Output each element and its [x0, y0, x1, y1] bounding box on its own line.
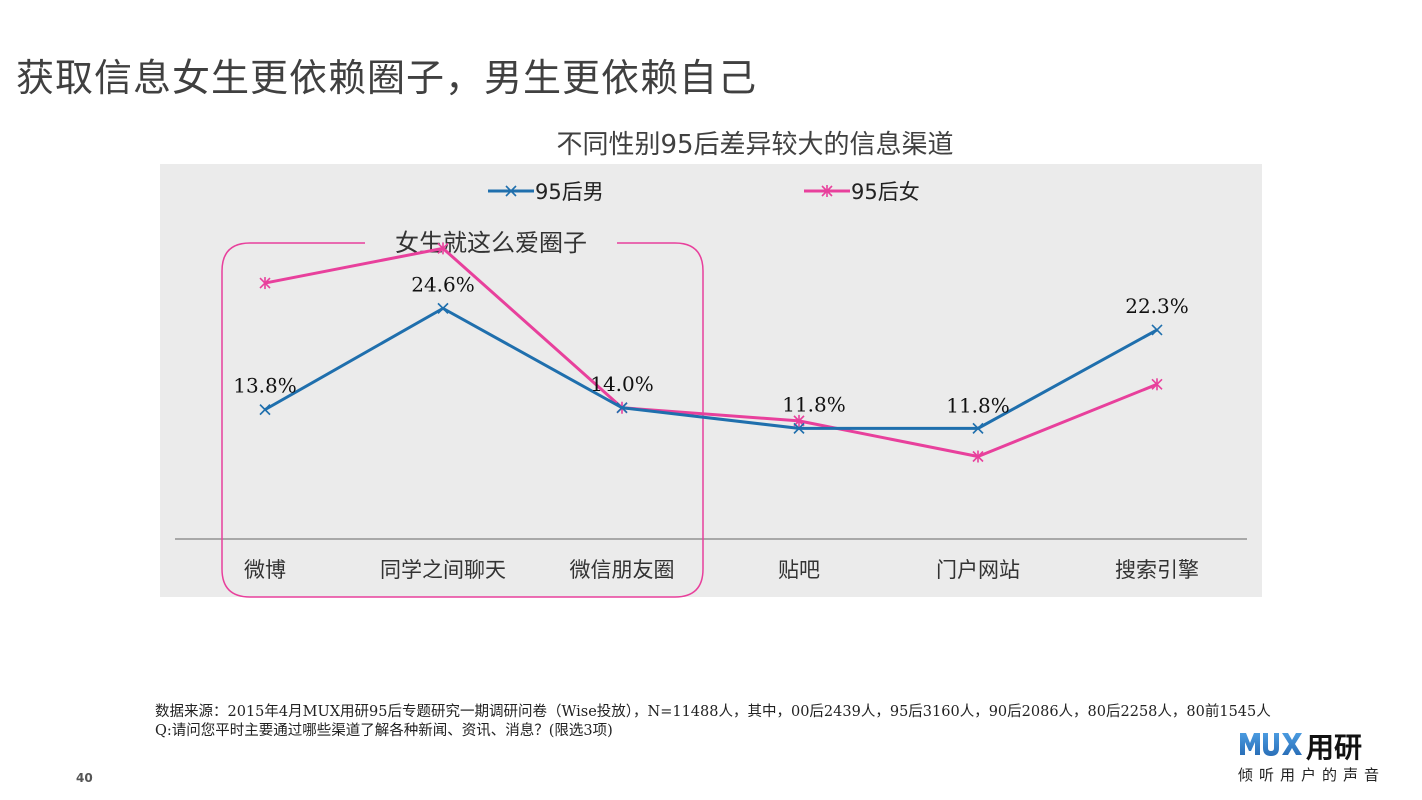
x-tick-label: 搜索引擎 — [1115, 558, 1199, 582]
data-label: 24.6% — [411, 272, 475, 296]
source-line-2: Q:请问您平时主要通过哪些渠道了解各种新闻、资讯、消息？(限选3项) — [155, 723, 613, 739]
data-point-marker — [793, 422, 805, 434]
data-source-note: 数据来源：2015年4月MUX用研95后专题研究一期调研问卷（Wise投放），N… — [155, 703, 1271, 741]
mux-logo-icon — [1240, 733, 1302, 756]
data-labels: 13.8% 24.6% 14.0% 11.8% 11.8% 22.3% — [233, 272, 1189, 417]
x-tick-label: 贴吧 — [778, 558, 820, 582]
data-point-marker — [616, 402, 628, 414]
data-label: 11.8% — [946, 393, 1010, 417]
source-line-1: 数据来源：2015年4月MUX用研95后专题研究一期调研问卷（Wise投放），N… — [155, 704, 1271, 720]
legend-item: 95后女 — [804, 180, 920, 204]
x-tick-label: 门户网站 — [936, 558, 1020, 582]
logo: 用研 倾听用户的声音 — [1236, 726, 1396, 786]
data-point-marker — [259, 404, 271, 416]
data-point-marker — [972, 422, 984, 434]
legend-item: 95后男 — [488, 180, 604, 204]
data-point-marker — [1151, 324, 1163, 336]
series-line-male — [264, 306, 1158, 430]
data-point-marker — [1151, 378, 1163, 391]
legend: 95后男 95后女 — [488, 180, 920, 204]
logo-name: 用研 — [1306, 731, 1363, 764]
data-point-marker — [259, 277, 271, 290]
category-labels: 微博 同学之间聊天 微信朋友圈 贴吧 门户网站 搜索引擎 — [244, 558, 1199, 582]
x-tick-label: 同学之间聊天 — [380, 558, 506, 582]
data-point-marker — [437, 302, 449, 314]
page-title: 获取信息女生更依赖圈子，男生更依赖自己 — [16, 56, 758, 101]
chart-title: 不同性别95后差异较大的信息渠道 — [556, 130, 954, 160]
series-group — [259, 242, 1163, 463]
data-label: 22.3% — [1125, 294, 1189, 318]
legend-label: 95后男 — [535, 180, 604, 204]
annotation-box — [221, 242, 704, 598]
x-tick-label: 微信朋友圈 — [570, 558, 675, 582]
legend-label: 95后女 — [851, 180, 920, 204]
data-point-marker — [972, 450, 984, 463]
data-label: 11.8% — [782, 392, 846, 416]
x-tick-label: 微博 — [244, 558, 286, 582]
plot-background — [160, 164, 1262, 597]
page-number: 40 — [76, 771, 93, 785]
series-line-female — [264, 246, 1158, 458]
data-point-marker — [437, 242, 449, 255]
logo-tagline: 倾听用户的声音 — [1238, 766, 1386, 784]
data-label: 14.0% — [590, 372, 654, 396]
data-label: 13.8% — [233, 374, 297, 398]
